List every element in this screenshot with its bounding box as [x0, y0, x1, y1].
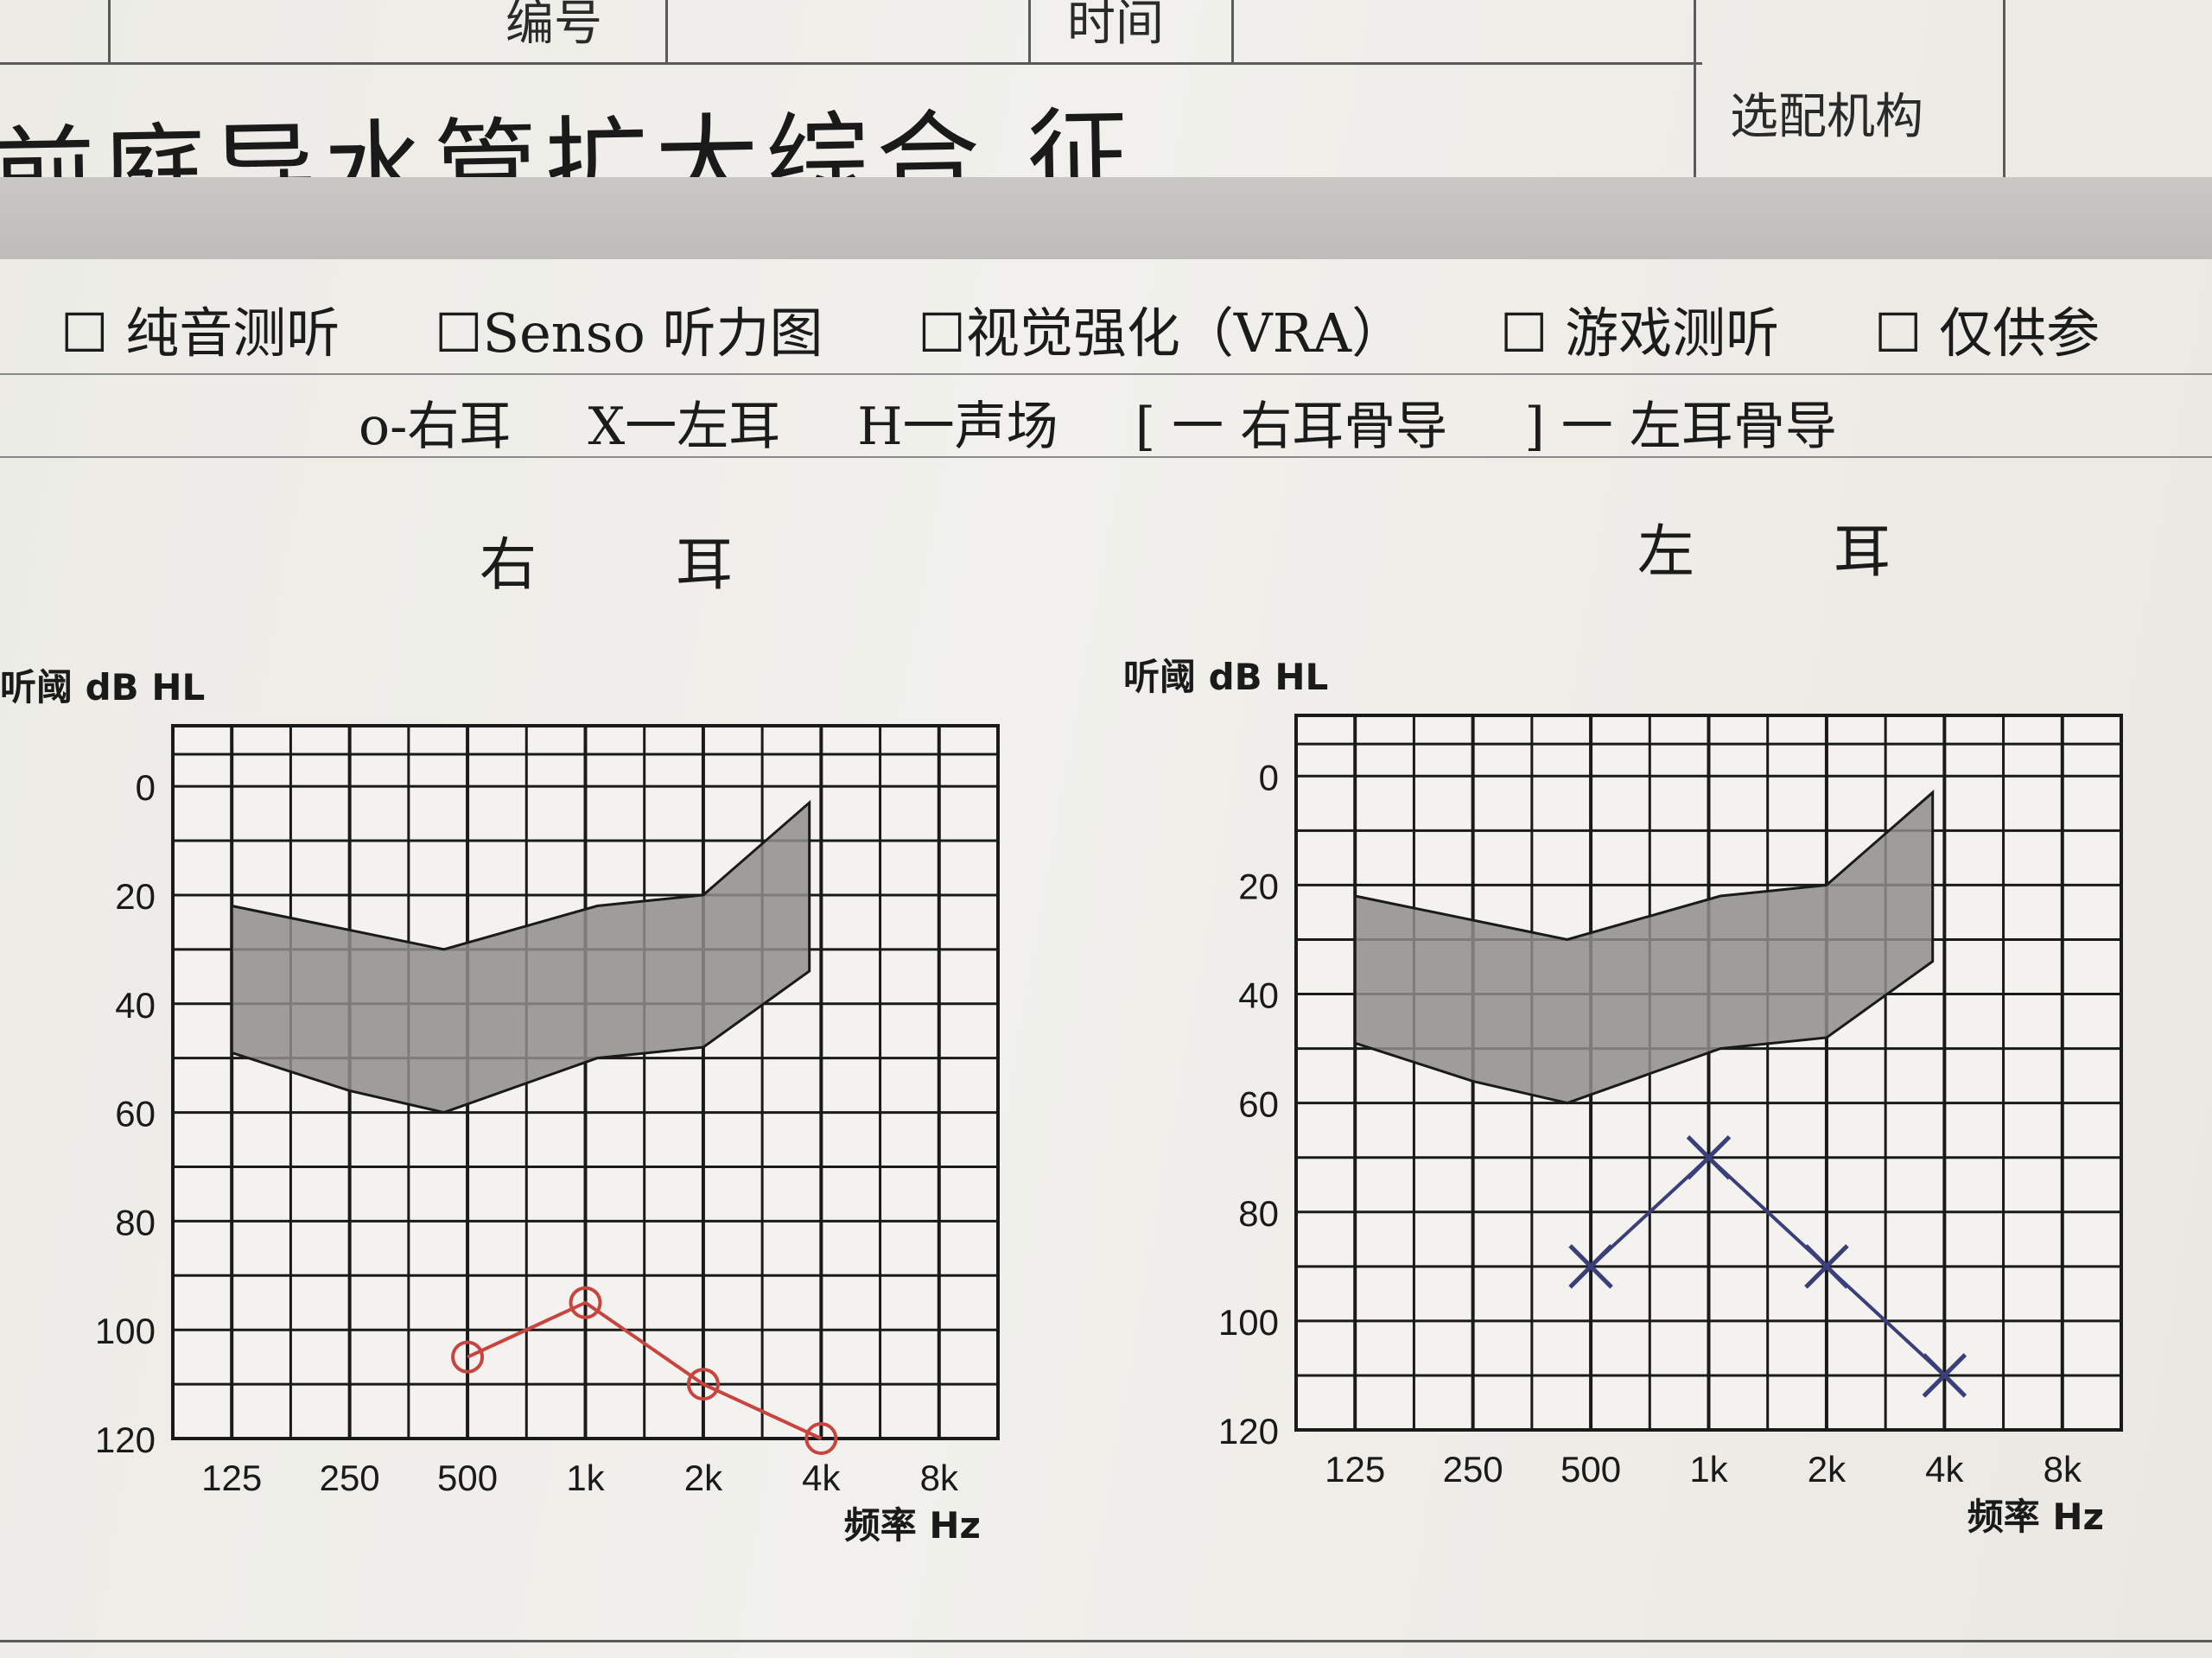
- left-x-tick-label: 8k: [2044, 1449, 2082, 1490]
- left-x-tick-label: 2k: [1808, 1449, 1847, 1490]
- left-y-tick-label: 40: [1238, 975, 1279, 1016]
- left-x-tick-label: 125: [1325, 1449, 1385, 1490]
- form-col-6: [2003, 0, 2005, 177]
- left-y-tick-label: 100: [1218, 1302, 1279, 1343]
- right-y-tick-label: 20: [115, 876, 156, 917]
- right-x-tick-label: 125: [201, 1458, 262, 1498]
- legend-rule: [0, 456, 2212, 458]
- right-y-tick-label: 0: [136, 767, 156, 808]
- bottom-rule: [0, 1640, 2212, 1642]
- symbol-legend: o-右耳 X一左耳 H一声场 [ 一 右耳骨导 ] 一 左耳骨导: [359, 384, 1897, 460]
- right-y-tick-label: 40: [115, 985, 156, 1026]
- form-col-2: [665, 0, 668, 62]
- right-threshold-point: [686, 1368, 720, 1401]
- left-x-tick-label: 4k: [1925, 1449, 1964, 1490]
- left-threshold-point: [1686, 1134, 1732, 1180]
- right-y-tick-label: 120: [95, 1420, 156, 1460]
- right-audiogram: 0 20 40 60 80 100 120 125 250 500 1k 2k 4k 8k 听阈 dB HL…: [0, 666, 1000, 1547]
- right-x-axis-label: 频率 Hz: [844, 1504, 981, 1547]
- option-senso[interactable]: ☐Senso 听力图: [435, 302, 823, 365]
- legend-right-ear: o-右耳: [359, 397, 512, 457]
- option-reference[interactable]: ☐ 仅供参: [1873, 302, 2101, 365]
- right-x-tick-label: 1k: [566, 1458, 605, 1498]
- left-x-tick-label: 250: [1443, 1449, 1503, 1490]
- right-ear-title: 右 耳: [480, 531, 793, 598]
- left-audiogram: 0 20 40 60 80 100 120 125 250 500 1k 2k 4k 8k 听阈 dB HL…: [1123, 656, 2123, 1538]
- fitting-org-label: 选配机构: [1730, 89, 1923, 145]
- left-speech-banana: [1353, 789, 1935, 1105]
- left-x-axis-label: 频率 Hz: [1967, 1496, 2104, 1538]
- legend-sound-field: H一声场: [857, 397, 1058, 457]
- options-rule: [0, 373, 2212, 375]
- legend-left-ear: X一左耳: [588, 397, 781, 457]
- right-x-tick-label: 4k: [802, 1458, 841, 1498]
- left-threshold-point: [1568, 1244, 1613, 1289]
- right-threshold-point: [804, 1422, 838, 1455]
- left-y-axis-label: 听阈 dB HL: [1123, 656, 1328, 698]
- left-y-tick-label: 80: [1238, 1193, 1279, 1234]
- right-y-tick-label: 60: [115, 1094, 156, 1134]
- right-threshold-point: [569, 1286, 602, 1319]
- left-y-tick-label: 20: [1238, 866, 1279, 906]
- option-play[interactable]: ☐ 游戏测听: [1499, 302, 1780, 365]
- form-col-3: [1028, 0, 1031, 62]
- right-y-tick-label: 100: [95, 1311, 156, 1351]
- left-threshold-line: [1589, 1154, 1946, 1377]
- left-y-tick-label: 60: [1238, 1084, 1279, 1125]
- legend-right-bone: [ 一 右耳骨导: [1135, 397, 1448, 457]
- right-speech-banana: [230, 799, 811, 1115]
- left-threshold-point: [1804, 1244, 1849, 1289]
- left-y-tick-label: 0: [1259, 757, 1279, 797]
- right-x-tick-label: 500: [437, 1458, 498, 1498]
- form-col-1: [108, 0, 111, 62]
- right-y-axis-label: 听阈 dB HL: [0, 666, 205, 708]
- left-threshold-point: [1922, 1353, 1967, 1398]
- legend-left-bone: ] 一 左耳骨导: [1524, 397, 1837, 457]
- test-type-options: ☐ 纯音测听 ☐Senso 听力图 ☐视觉强化（VRA） ☐ 游戏测听 ☐ 仅供…: [60, 289, 2177, 367]
- section-band: [0, 177, 2212, 259]
- form-col-4: [1231, 0, 1234, 62]
- cell-number-label: 编号: [505, 0, 602, 52]
- cell-time-label: 时间: [1067, 0, 1164, 52]
- form-rule-top: [0, 62, 1702, 65]
- option-pure-tone[interactable]: ☐ 纯音测听: [60, 302, 340, 365]
- option-vra[interactable]: ☐视觉强化（VRA）: [918, 302, 1406, 365]
- left-x-tick-label: 1k: [1689, 1449, 1728, 1490]
- right-x-tick-label: 2k: [684, 1458, 723, 1498]
- right-threshold-point: [451, 1340, 485, 1374]
- form-col-5: [1694, 0, 1696, 177]
- left-ear-title: 左 耳: [1637, 518, 1951, 585]
- right-threshold-line: [467, 1300, 823, 1440]
- left-x-tick-label: 500: [1560, 1449, 1621, 1490]
- right-y-tick-label: 80: [115, 1202, 156, 1242]
- left-y-tick-label: 120: [1218, 1411, 1279, 1452]
- right-x-tick-label: 8k: [920, 1458, 959, 1498]
- right-x-tick-label: 250: [320, 1458, 380, 1498]
